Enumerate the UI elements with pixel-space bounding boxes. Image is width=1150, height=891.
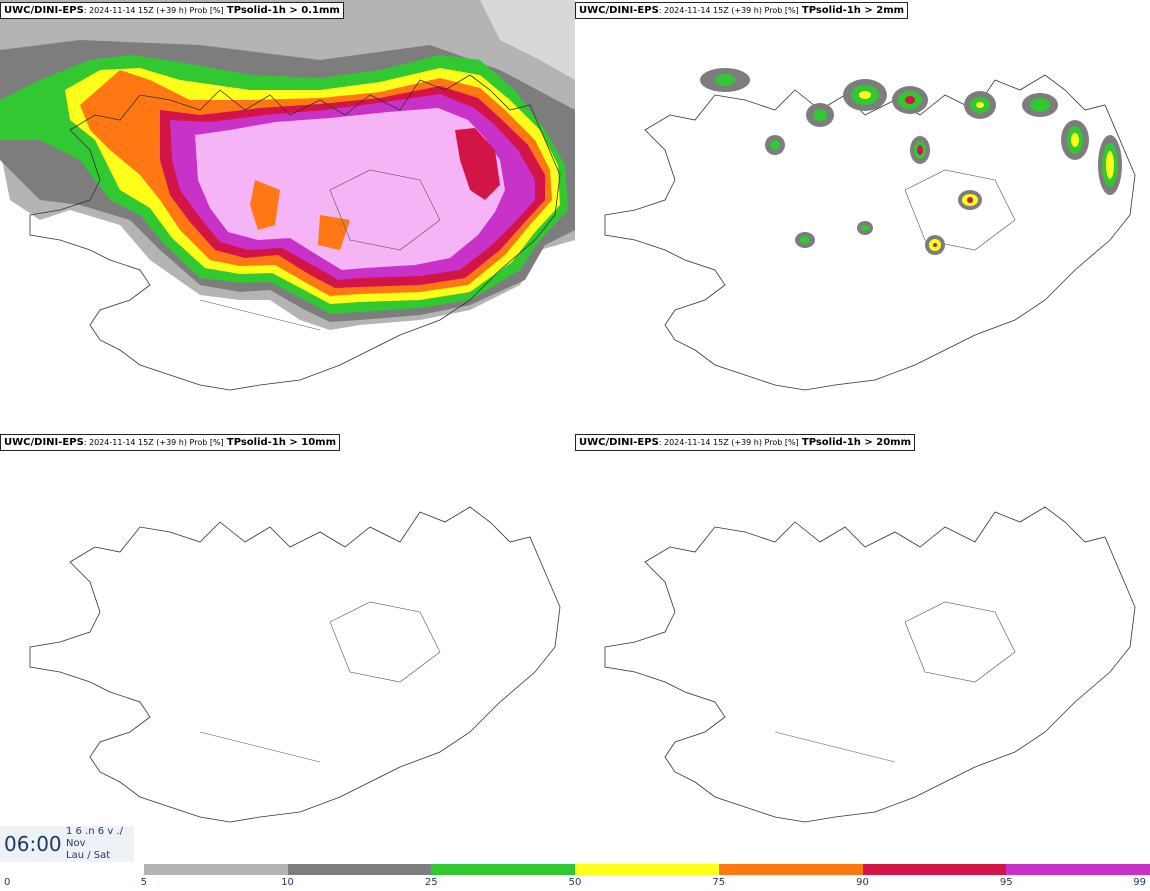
- model-name: UWC/DINI-EPS: [4, 437, 84, 448]
- interior-line-2: [774, 731, 896, 763]
- probability-colorbar: 0 5 10 25 50 75 90 95 99: [0, 862, 1150, 891]
- colorbar-segment: [431, 864, 575, 875]
- map-panel-0p1mm: UWC/DINI-EPS: 2024-11-14 15Z (+39 h) Pro…: [0, 0, 575, 432]
- prob-streak-orange: [250, 180, 280, 230]
- prob-streak-red: [455, 128, 500, 200]
- prob-blob-9: [964, 91, 996, 119]
- coastline: [604, 506, 1136, 823]
- valid-time-clock: 06:00: [4, 832, 62, 856]
- run-meta: : 2024-11-14 15Z (+39 h) Prob [%]: [83, 438, 224, 447]
- colorbar-tick-label: 10: [281, 877, 294, 888]
- panel-title-0p1mm: UWC/DINI-EPS: 2024-11-14 15Z (+39 h) Pro…: [0, 2, 344, 19]
- coastline: [29, 506, 561, 823]
- run-meta: : 2024-11-14 15Z (+39 h) Prob [%]: [658, 438, 799, 447]
- colorbar-tick-label: 75: [712, 877, 726, 888]
- interior-line: [329, 601, 441, 683]
- prob-area-5pct-patch: [480, 0, 575, 80]
- prob-blob-6: [925, 235, 945, 255]
- panel-title-10mm: UWC/DINI-EPS: 2024-11-14 15Z (+39 h) Pro…: [0, 434, 341, 451]
- run-meta: : 2024-11-14 15Z (+39 h) Prob [%]: [83, 6, 224, 15]
- map-panel-10mm: UWC/DINI-EPS: 2024-11-14 15Z (+39 h) Pro…: [0, 432, 575, 864]
- prob-blob-13: [857, 221, 873, 235]
- interior-line-2: [199, 731, 321, 763]
- panel-title-2mm: UWC/DINI-EPS: 2024-11-14 15Z (+39 h) Pro…: [575, 2, 909, 19]
- prob-blob-4: [910, 136, 930, 164]
- colorbar-tick-label: 0: [4, 877, 11, 888]
- prob-blob-14: [765, 135, 785, 155]
- interior-line: [329, 169, 441, 251]
- interior-line: [904, 169, 1016, 251]
- colorbar-segment: [575, 864, 719, 875]
- probability-map-10mm: [29, 506, 561, 823]
- map-panel-20mm: UWC/DINI-EPS: 2024-11-14 15Z (+39 h) Pro…: [575, 432, 1150, 864]
- colorbar-segment: [287, 864, 432, 875]
- interior-line: [904, 601, 1016, 683]
- colorbar-segment: [862, 864, 1007, 875]
- probability-map-0p1mm: [0, 0, 575, 391]
- colorbar-segment: [718, 864, 863, 875]
- probability-map-2mm: [604, 68, 1136, 391]
- colorbar-tick-label: 99: [1133, 877, 1146, 888]
- model-name: UWC/DINI-EPS: [4, 5, 84, 16]
- colorbar-segment: [1006, 864, 1150, 875]
- model-name: UWC/DINI-EPS: [579, 5, 659, 16]
- prob-blob-11: [806, 103, 834, 127]
- prob-blob-12: [795, 232, 815, 248]
- coastline: [29, 74, 561, 391]
- field-name: TPsolid-1h > 2mm: [801, 5, 905, 16]
- colorbar-segment: [0, 864, 144, 875]
- colorbar-segment: [143, 864, 288, 875]
- prob-blob-10: [1022, 93, 1058, 117]
- valid-date-month: Nov: [66, 838, 86, 849]
- prob-blob-5: [958, 190, 982, 210]
- field-name: TPsolid-1h > 10mm: [226, 437, 337, 448]
- prob-blob-7: [1061, 120, 1089, 160]
- colorbar-tick-label: 25: [424, 877, 438, 888]
- prob-blob-1: [700, 68, 750, 92]
- valid-date-weekday: Lau / Sat: [66, 850, 111, 861]
- colorbar-tick-label: 95: [999, 877, 1013, 888]
- valid-date-line1: 1 6 .n 6 v ./: [66, 826, 123, 837]
- colorbar-tick-label: 5: [140, 877, 147, 888]
- colorbar-tick-label: 50: [568, 877, 582, 888]
- valid-time-box: 06:00 1 6 .n 6 v ./ Nov Lau / Sat: [0, 826, 134, 862]
- colorbar-tick-label: 90: [856, 877, 869, 888]
- prob-blob-2: [843, 79, 887, 111]
- coastline: [604, 74, 1136, 391]
- probability-map-20mm: [604, 506, 1136, 823]
- model-name: UWC/DINI-EPS: [579, 437, 659, 448]
- panel-title-20mm: UWC/DINI-EPS: 2024-11-14 15Z (+39 h) Pro…: [575, 434, 916, 451]
- map-panel-2mm: UWC/DINI-EPS: 2024-11-14 15Z (+39 h) Pro…: [575, 0, 1150, 432]
- prob-streak-orange-2: [318, 215, 350, 250]
- field-name: TPsolid-1h > 0.1mm: [226, 5, 340, 16]
- prob-blob-8: [1098, 135, 1122, 195]
- run-meta: : 2024-11-14 15Z (+39 h) Prob [%]: [658, 6, 799, 15]
- prob-blob-3: [892, 86, 928, 114]
- interior-line-2: [199, 299, 321, 331]
- field-name: TPsolid-1h > 20mm: [801, 437, 912, 448]
